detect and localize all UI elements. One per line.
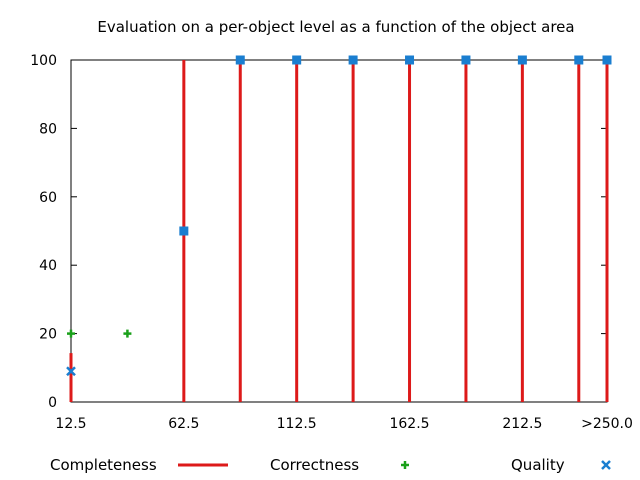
plot-area bbox=[66, 55, 612, 402]
y-tick-label: 80 bbox=[39, 121, 57, 137]
quality-point bbox=[292, 55, 302, 65]
x-tick-label: >250.0 bbox=[581, 416, 633, 432]
quality-point bbox=[517, 55, 527, 65]
quality-point bbox=[405, 55, 415, 65]
plot-frame bbox=[70, 59, 608, 403]
legend-label-correctness: Correctness bbox=[270, 456, 359, 474]
x-axis: 12.5 62.5 112.5 162.5 212.5 >250.0 bbox=[55, 60, 633, 432]
quality-point bbox=[66, 366, 76, 377]
quality-point bbox=[235, 55, 245, 65]
legend-swatch-quality bbox=[601, 460, 611, 470]
quality-point bbox=[602, 55, 612, 65]
y-tick-label: 60 bbox=[39, 190, 57, 206]
x-tick-label: 212.5 bbox=[502, 416, 542, 432]
y-tick-label: 20 bbox=[39, 327, 57, 343]
correctness-point bbox=[67, 329, 75, 338]
legend-label-quality: Quality bbox=[511, 456, 565, 474]
quality-point bbox=[348, 55, 358, 65]
chart-title: Evaluation on a per-object level as a fu… bbox=[97, 18, 574, 36]
quality-point bbox=[574, 55, 584, 65]
x-tick-label: 112.5 bbox=[277, 416, 317, 432]
x-tick-label: 12.5 bbox=[55, 416, 86, 432]
correctness-point bbox=[123, 329, 132, 338]
y-axis: 0 20 40 60 80 100 bbox=[30, 53, 607, 411]
legend: Completeness Correctness Quality bbox=[50, 456, 611, 474]
y-tick-label: 40 bbox=[39, 258, 57, 274]
quality-point bbox=[461, 55, 471, 65]
y-tick-label: 0 bbox=[48, 395, 57, 411]
legend-swatch-correctness bbox=[401, 461, 409, 469]
legend-label-completeness: Completeness bbox=[50, 456, 157, 474]
x-tick-label: 162.5 bbox=[389, 416, 429, 432]
quality-point bbox=[179, 226, 189, 236]
y-tick-label: 100 bbox=[30, 53, 57, 69]
x-tick-label: 62.5 bbox=[168, 416, 199, 432]
